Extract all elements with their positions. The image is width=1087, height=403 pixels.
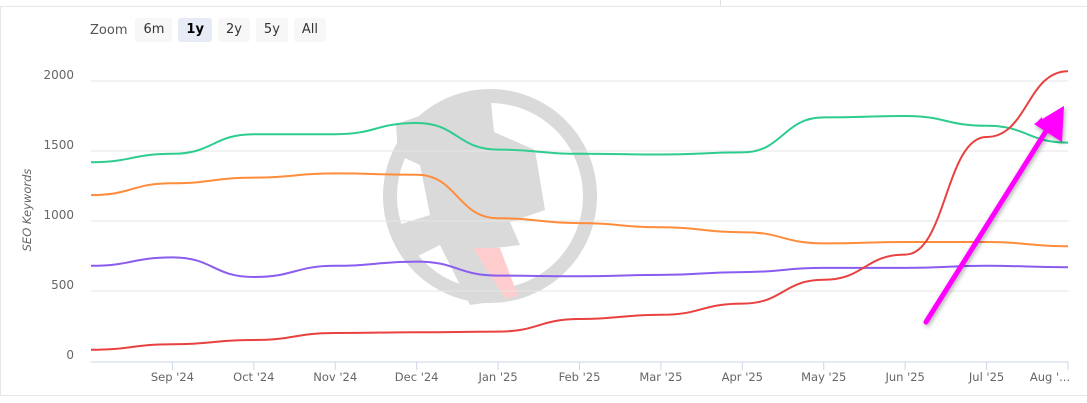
- x-tick-label: Mar '25: [639, 370, 682, 384]
- zoom-5y-button[interactable]: 5y: [255, 18, 288, 42]
- x-tick-label: Aug '...: [1030, 370, 1070, 384]
- x-tick-label: Apr '25: [722, 370, 763, 384]
- x-tick-label: Nov '24: [313, 370, 357, 384]
- zoom-all-button[interactable]: All: [293, 18, 327, 42]
- watermark-logo-icon: [383, 89, 597, 305]
- y-tick-label: 0: [66, 348, 74, 362]
- series-line-red[interactable]: [90, 70, 1069, 351]
- grid-lines: [91, 80, 1068, 292]
- x-tick-label: Jul '25: [968, 370, 1004, 384]
- series-line-green[interactable]: [90, 114, 1069, 164]
- x-axis: Sep '24 Oct '24 Nov '24 Dec '24 Jan '25 Feb '…: [91, 361, 1070, 384]
- annotation-arrow-icon: [923, 106, 1064, 325]
- chart-container: [0, 6, 1087, 396]
- zoom-1y-button[interactable]: 1y: [178, 18, 212, 42]
- y-tick-label: 500: [51, 278, 74, 292]
- x-tick-label: May '25: [801, 370, 846, 384]
- y-tick-label: 1500: [43, 138, 74, 152]
- range-selector: Zoom 6m 1y 2y 5y All: [90, 18, 327, 42]
- y-tick-label: 1000: [43, 208, 74, 222]
- x-tick-label: Jan '25: [477, 370, 517, 384]
- y-tick-label: 2000: [43, 68, 74, 82]
- y-axis-title: SEO Keywords: [20, 169, 34, 252]
- y-axis: 0 500 1000 1500 2000: [43, 68, 74, 362]
- series-line-purple[interactable]: [90, 256, 1069, 279]
- zoom-6m-button[interactable]: 6m: [135, 18, 173, 42]
- x-tick-label: Dec '24: [395, 370, 439, 384]
- x-tick-label: Feb '25: [559, 370, 601, 384]
- x-tick-label: Sep '24: [151, 370, 194, 384]
- x-tick-label: Oct '24: [233, 370, 274, 384]
- series-line-orange[interactable]: [90, 172, 1069, 248]
- chart-left-border: [0, 6, 1, 396]
- zoom-2y-button[interactable]: 2y: [217, 18, 250, 42]
- series-lines: [90, 70, 1069, 351]
- top-divider: [720, 0, 721, 6]
- zoom-label: Zoom: [90, 22, 128, 38]
- x-tick-label: Jun '25: [884, 370, 924, 384]
